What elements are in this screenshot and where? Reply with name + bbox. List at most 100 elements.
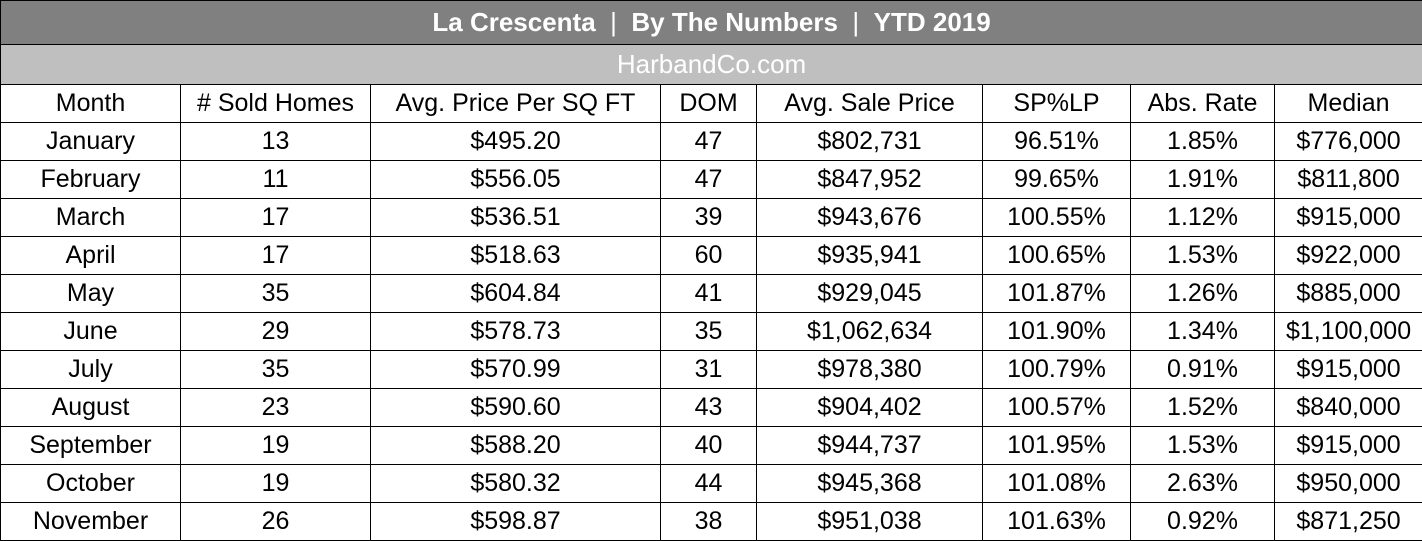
table-cell: 1.34% xyxy=(1131,313,1275,351)
title-row: La Crescenta | By The Numbers | YTD 2019 xyxy=(1,1,1422,45)
table-cell: $802,731 xyxy=(757,123,983,161)
title-sep2: | xyxy=(845,7,873,37)
table-cell: $922,000 xyxy=(1275,237,1422,275)
table-row: April17$518.6360$935,941100.65%1.53%$922… xyxy=(1,237,1422,275)
subtitle-row: HarbandCo.com xyxy=(1,45,1422,85)
table-cell: $536.51 xyxy=(371,199,661,237)
table-cell: 0.91% xyxy=(1131,351,1275,389)
table-cell: 99.65% xyxy=(983,161,1131,199)
table-cell: $935,941 xyxy=(757,237,983,275)
table-cell: $840,000 xyxy=(1275,389,1422,427)
title-cell: La Crescenta | By The Numbers | YTD 2019 xyxy=(1,1,1422,45)
column-header: SP%LP xyxy=(983,85,1131,123)
table-cell: $915,000 xyxy=(1275,199,1422,237)
table-cell: $904,402 xyxy=(757,389,983,427)
table-cell: 29 xyxy=(181,313,371,351)
table-cell: 1.91% xyxy=(1131,161,1275,199)
table-cell: 17 xyxy=(181,237,371,275)
table-cell: 1.53% xyxy=(1131,427,1275,465)
table-cell: 38 xyxy=(661,503,757,541)
table-cell: 101.95% xyxy=(983,427,1131,465)
table-cell: 43 xyxy=(661,389,757,427)
table-cell: 39 xyxy=(661,199,757,237)
table-cell: 11 xyxy=(181,161,371,199)
table-cell: $943,676 xyxy=(757,199,983,237)
column-header: Month xyxy=(1,85,181,123)
table-row: November26$598.8738$951,038101.63%0.92%$… xyxy=(1,503,1422,541)
table-cell: 19 xyxy=(181,427,371,465)
table-cell: 96.51% xyxy=(983,123,1131,161)
table-cell: May xyxy=(1,275,181,313)
table-cell: $578.73 xyxy=(371,313,661,351)
title-location: La Crescenta xyxy=(432,7,595,37)
report-container: La Crescenta | By The Numbers | YTD 2019… xyxy=(0,0,1422,541)
table-cell: 101.08% xyxy=(983,465,1131,503)
table-cell: March xyxy=(1,199,181,237)
table-cell: 31 xyxy=(661,351,757,389)
column-header: Median xyxy=(1275,85,1422,123)
table-cell: $978,380 xyxy=(757,351,983,389)
table-cell: 19 xyxy=(181,465,371,503)
table-cell: $951,038 xyxy=(757,503,983,541)
table-cell: August xyxy=(1,389,181,427)
table-row: July35$570.9931$978,380100.79%0.91%$915,… xyxy=(1,351,1422,389)
table-cell: $944,737 xyxy=(757,427,983,465)
table-row: March17$536.5139$943,676100.55%1.12%$915… xyxy=(1,199,1422,237)
table-cell: $776,000 xyxy=(1275,123,1422,161)
table-cell: 17 xyxy=(181,199,371,237)
table-cell: 47 xyxy=(661,161,757,199)
column-header: # Sold Homes xyxy=(181,85,371,123)
table-cell: 23 xyxy=(181,389,371,427)
table-cell: $604.84 xyxy=(371,275,661,313)
table-cell: 1.85% xyxy=(1131,123,1275,161)
column-header: Avg. Sale Price xyxy=(757,85,983,123)
table-cell: 101.63% xyxy=(983,503,1131,541)
table-cell: April xyxy=(1,237,181,275)
column-header: Abs. Rate xyxy=(1131,85,1275,123)
table-cell: 60 xyxy=(661,237,757,275)
table-cell: 41 xyxy=(661,275,757,313)
table-cell: September xyxy=(1,427,181,465)
subtitle-cell: HarbandCo.com xyxy=(1,45,1422,85)
table-cell: $570.99 xyxy=(371,351,661,389)
title-middle: By The Numbers xyxy=(631,7,838,37)
title-period: YTD 2019 xyxy=(874,7,991,37)
table-cell: October xyxy=(1,465,181,503)
table-cell: $580.32 xyxy=(371,465,661,503)
table-row: September19$588.2040$944,737101.95%1.53%… xyxy=(1,427,1422,465)
table-cell: $915,000 xyxy=(1275,351,1422,389)
table-cell: $1,062,634 xyxy=(757,313,983,351)
table-cell: 100.65% xyxy=(983,237,1131,275)
table-cell: $518.63 xyxy=(371,237,661,275)
table-cell: $495.20 xyxy=(371,123,661,161)
table-cell: 100.57% xyxy=(983,389,1131,427)
data-table: La Crescenta | By The Numbers | YTD 2019… xyxy=(0,0,1422,541)
table-cell: 35 xyxy=(181,275,371,313)
column-header: Avg. Price Per SQ FT xyxy=(371,85,661,123)
table-cell: 35 xyxy=(181,351,371,389)
table-cell: $847,952 xyxy=(757,161,983,199)
table-row: June29$578.7335$1,062,634101.90%1.34%$1,… xyxy=(1,313,1422,351)
table-cell: November xyxy=(1,503,181,541)
table-cell: 101.87% xyxy=(983,275,1131,313)
table-cell: 40 xyxy=(661,427,757,465)
table-cell: 13 xyxy=(181,123,371,161)
table-cell: 2.63% xyxy=(1131,465,1275,503)
table-cell: $945,368 xyxy=(757,465,983,503)
table-cell: $590.60 xyxy=(371,389,661,427)
header-row: Month# Sold HomesAvg. Price Per SQ FTDOM… xyxy=(1,85,1422,123)
table-cell: January xyxy=(1,123,181,161)
table-cell: February xyxy=(1,161,181,199)
table-row: February11$556.0547$847,95299.65%1.91%$8… xyxy=(1,161,1422,199)
table-cell: 0.92% xyxy=(1131,503,1275,541)
table-cell: $915,000 xyxy=(1275,427,1422,465)
table-cell: 44 xyxy=(661,465,757,503)
table-cell: July xyxy=(1,351,181,389)
table-cell: $885,000 xyxy=(1275,275,1422,313)
table-cell: 47 xyxy=(661,123,757,161)
table-cell: 1.53% xyxy=(1131,237,1275,275)
title-sep1: | xyxy=(603,7,631,37)
table-cell: $871,250 xyxy=(1275,503,1422,541)
table-cell: $556.05 xyxy=(371,161,661,199)
table-cell: 1.26% xyxy=(1131,275,1275,313)
